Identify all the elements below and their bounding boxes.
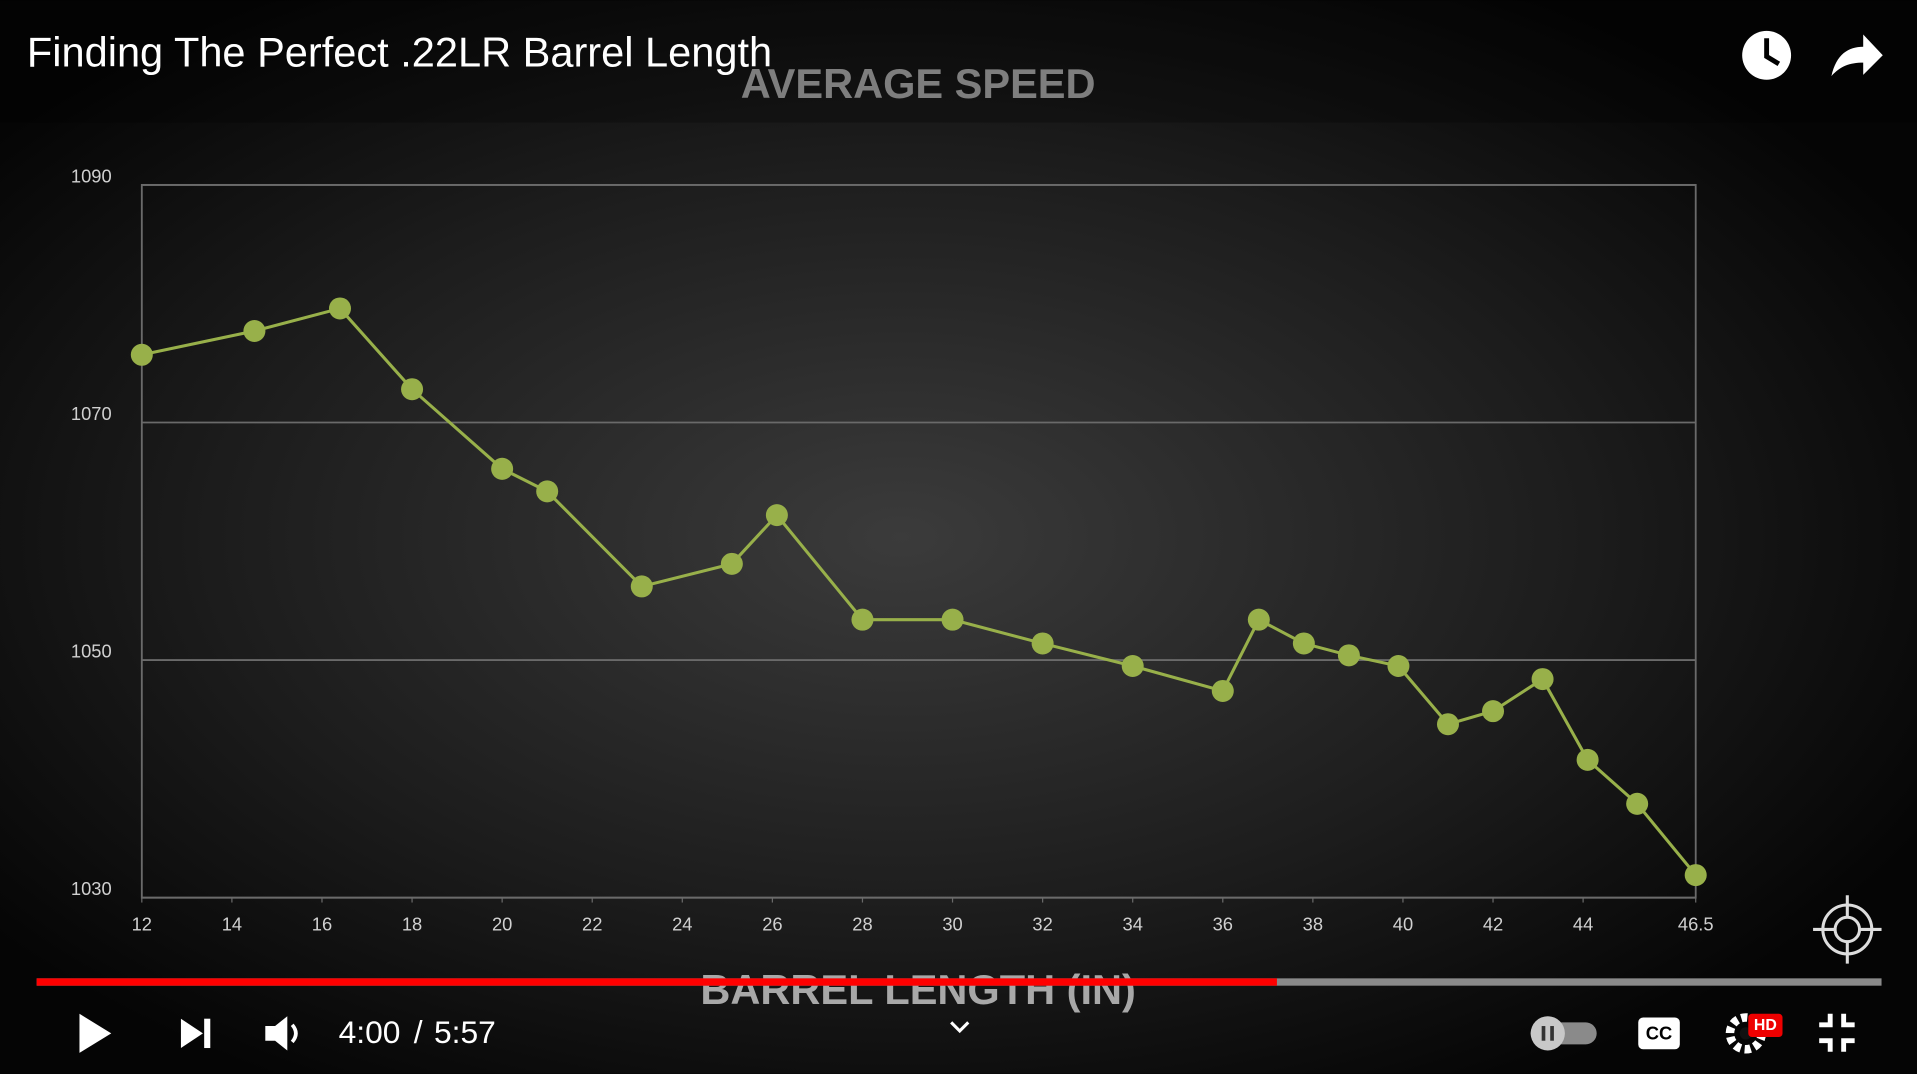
chart-title: AVERAGE SPEED (741, 60, 1096, 107)
x-tick-label: 38 (1303, 914, 1323, 935)
data-point (536, 480, 559, 503)
data-point (130, 343, 153, 366)
data-point (1121, 655, 1144, 678)
x-tick-label: 16 (312, 914, 332, 935)
target-icon (1813, 895, 1882, 964)
x-tick-label: 40 (1393, 914, 1413, 935)
y-tick-label: 1090 (71, 165, 112, 186)
y-tick-label: 1070 (71, 403, 112, 424)
x-axis-label: BARREL LENGTH (IN) (700, 966, 1135, 1013)
x-tick-label: 44 (1573, 914, 1593, 935)
data-point (720, 552, 743, 575)
play-button[interactable] (79, 1013, 112, 1053)
autoplay-toggle[interactable] (1530, 1016, 1597, 1051)
x-tick-label: 34 (1123, 914, 1143, 935)
data-point (1337, 644, 1360, 667)
y-tick-label: 1050 (71, 641, 112, 662)
x-tick-label: 46.5 (1678, 914, 1714, 935)
volume-button[interactable] (265, 1016, 298, 1051)
x-tick-label: 32 (1032, 914, 1052, 935)
data-point (243, 320, 266, 343)
data-point (1684, 864, 1707, 887)
hd-badge: HD (1754, 1017, 1777, 1034)
time-duration: 5:57 (434, 1014, 496, 1050)
share-button[interactable] (1831, 34, 1883, 77)
time-separator: / (414, 1014, 423, 1050)
data-point (630, 575, 653, 598)
data-point (328, 297, 351, 320)
x-tick-label: 20 (492, 914, 512, 935)
settings-button[interactable] (1725, 1013, 1783, 1054)
x-tick-label: 22 (582, 914, 602, 935)
time-current: 4:00 (339, 1014, 401, 1050)
data-point (1576, 748, 1599, 771)
data-point (1247, 608, 1270, 631)
chevron[interactable] (950, 1021, 970, 1034)
video-title[interactable]: Finding The Perfect .22LR Barrel Length (27, 28, 772, 75)
x-tick-label: 14 (222, 914, 242, 935)
data-point (765, 504, 788, 527)
data-point (1626, 792, 1649, 815)
x-tick-label: 12 (132, 914, 152, 935)
x-tick-label: 30 (942, 914, 962, 935)
exit-fullscreen-button[interactable] (1819, 1013, 1855, 1052)
cc-button[interactable] (1638, 1017, 1680, 1050)
y-tick-label: 1030 (71, 878, 112, 899)
x-tick-label: 24 (672, 914, 692, 935)
x-tick-label: 36 (1213, 914, 1233, 935)
data-point (491, 457, 514, 480)
data-point (941, 608, 964, 631)
data-point (401, 378, 424, 401)
data-point (851, 608, 874, 631)
data-point (1211, 679, 1234, 702)
data-point (1482, 700, 1505, 723)
watch-later-button[interactable] (1742, 30, 1792, 80)
data-point (1531, 668, 1554, 691)
chart: 1030 1050 1070 1090 12 14 16 18 20 22 24 26 28 30 32 34… (71, 165, 1714, 934)
data-point (1292, 632, 1315, 655)
x-tick-label: 18 (402, 914, 422, 935)
x-tick-label: 42 (1483, 914, 1503, 935)
x-tick-label: 26 (762, 914, 782, 935)
progress-played[interactable] (36, 978, 1277, 986)
cc-label[interactable]: CC (1646, 1022, 1672, 1043)
data-point (1031, 632, 1054, 655)
next-button[interactable] (180, 1018, 211, 1049)
top-shade (0, 0, 1917, 123)
data-point (1436, 713, 1459, 736)
data-point (1387, 655, 1410, 678)
x-tick-label: 28 (852, 914, 872, 935)
